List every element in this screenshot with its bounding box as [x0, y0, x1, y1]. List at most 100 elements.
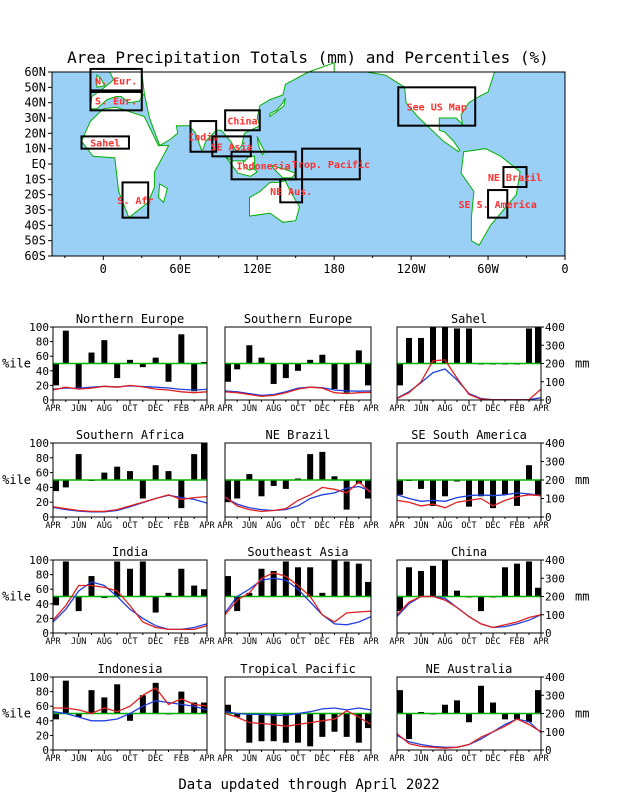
x-tick-label: DEC	[485, 521, 500, 531]
region-label: NE Aus.	[270, 187, 312, 198]
map-lat-label: 20N	[24, 126, 46, 140]
x-tick-label: AUG	[97, 637, 112, 647]
x-tick-label: FEB	[509, 521, 524, 531]
x-tick-label: FEB	[509, 637, 524, 647]
panel-title: Southern Europe	[244, 312, 352, 326]
percentile-bar	[535, 587, 541, 597]
mm-tick-label: 200	[545, 591, 565, 604]
x-tick-label: AUG	[266, 521, 281, 531]
mm-tick-label: 100	[545, 376, 565, 389]
percentile-bar	[406, 713, 412, 740]
percentile-bar	[365, 363, 371, 386]
panel-title: Southern Africa	[76, 428, 184, 442]
percentile-bar	[442, 704, 448, 714]
australia-shape	[249, 180, 301, 223]
x-tick-label: DEC	[315, 754, 330, 764]
percentile-bar	[454, 328, 460, 364]
percentile-bar	[478, 480, 484, 497]
climatology-line	[224, 386, 372, 397]
percentile-bar	[88, 352, 95, 364]
map-lat-label: 60S	[24, 249, 46, 263]
northamerica-shape	[347, 71, 496, 153]
region-label: India	[188, 131, 218, 143]
percentile-bar	[319, 354, 326, 364]
precip-mm-line	[52, 584, 208, 631]
percentile-bar	[139, 363, 146, 368]
pct-tick-label: 80	[36, 686, 49, 699]
percentile-bar	[225, 704, 231, 714]
panel: Tropical Pacific APR JUN AUG OCT DEC FEB APR	[217, 662, 379, 764]
x-tick-label: OCT	[461, 637, 476, 647]
percentile-bar	[201, 702, 207, 714]
x-tick-label: AUG	[266, 754, 281, 764]
percentile-bar	[101, 472, 108, 480]
percentile-bar	[53, 480, 59, 492]
region-box	[502, 166, 528, 188]
percentile-bar	[430, 480, 436, 506]
mm-tick-label: 300	[545, 572, 565, 585]
x-tick-label: JUN	[413, 754, 428, 764]
mm-tick-label: 0	[545, 511, 552, 524]
x-tick-label: APR	[217, 754, 233, 764]
region-label: Trop. Pacific	[292, 159, 370, 171]
x-tick-label: APR	[533, 754, 549, 764]
map-lon-label: 60E	[169, 262, 191, 276]
x-tick-label: AUG	[266, 404, 281, 414]
percentile-bar	[246, 592, 253, 597]
percentile-bar	[191, 702, 198, 714]
x-tick-label: APR	[533, 637, 549, 647]
percentile-bar	[234, 363, 241, 370]
percentile-bar	[319, 592, 326, 597]
percentile-bar	[139, 561, 146, 597]
x-tick-label: DEC	[485, 404, 500, 414]
percentile-bar	[418, 570, 424, 597]
percentile-bar	[53, 363, 59, 386]
percentile-bar	[514, 713, 520, 720]
x-tick-label: APR	[363, 521, 379, 531]
pct-tick-label: 40	[36, 365, 49, 378]
percentile-bar	[430, 327, 436, 364]
map-lon-label: 0	[100, 262, 107, 276]
map-lat-label: 20S	[24, 188, 46, 202]
x-tick-label: OCT	[122, 404, 137, 414]
x-tick-label: APR	[45, 637, 61, 647]
percentile-bar	[101, 697, 108, 714]
x-tick-label: JUN	[242, 404, 257, 414]
x-tick-label: JUN	[71, 521, 86, 531]
percentile-bar	[526, 465, 532, 480]
precip-mm-line	[396, 494, 542, 509]
pct-tick-label: 20	[36, 612, 49, 625]
x-tick-label: DEC	[148, 754, 163, 764]
percentile-bar	[343, 713, 350, 737]
pct-tick-label: 100	[29, 321, 49, 334]
percentile-bar	[62, 561, 69, 597]
pct-tick-label: 60	[36, 467, 49, 480]
x-tick-label: FEB	[339, 521, 354, 531]
percentile-bar	[53, 596, 59, 606]
climatology-line	[396, 492, 542, 502]
pct-tick-label: 40	[36, 715, 49, 728]
map-lat-label: 60N	[24, 65, 46, 79]
mm-axis-label: mm	[575, 707, 589, 721]
pct-tick-label: 100	[29, 554, 49, 567]
percentile-bar	[152, 596, 159, 613]
panel: NE Brazil APR JUN AUG OCT DEC FEB APR	[217, 428, 379, 531]
percentile-bar	[454, 590, 460, 597]
percentile-bar	[397, 363, 403, 386]
pct-tick-label: 80	[36, 452, 49, 465]
x-tick-label: AUG	[97, 754, 112, 764]
percentile-bar	[526, 713, 532, 723]
x-tick-label: JUN	[242, 754, 257, 764]
panel-title: India	[112, 545, 148, 559]
percentile-bar	[478, 596, 484, 612]
percentile-bar	[331, 363, 338, 390]
panel-title: China	[451, 545, 487, 559]
percentile-bar	[307, 359, 314, 364]
percentile-bar	[502, 567, 508, 597]
region-box	[397, 86, 477, 127]
